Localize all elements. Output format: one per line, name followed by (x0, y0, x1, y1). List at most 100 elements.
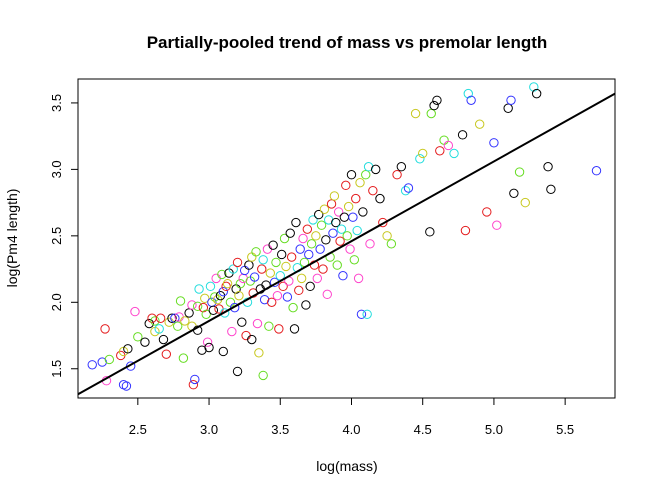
data-point (466, 95, 476, 105)
data-point (194, 284, 204, 294)
data-point (403, 183, 414, 193)
data-point (316, 220, 327, 230)
data-point (392, 170, 402, 180)
data-point (279, 233, 290, 244)
data-point (503, 103, 513, 113)
data-point (418, 148, 428, 159)
data-point (435, 146, 445, 156)
data-point (190, 374, 200, 385)
data-point (252, 318, 263, 329)
data-point (351, 193, 361, 204)
trend-line (77, 92, 616, 396)
data-point (254, 348, 264, 358)
data-point (200, 293, 210, 304)
data-point (265, 268, 275, 278)
data-point (302, 224, 313, 234)
data-point (410, 108, 421, 119)
data-point (247, 252, 257, 262)
data-point (210, 292, 220, 302)
data-point (543, 162, 553, 172)
data-point (332, 260, 342, 270)
y-tick-label: 2.5 (49, 227, 64, 245)
data-point (272, 290, 283, 301)
data-point (291, 217, 301, 228)
data-point (353, 273, 364, 284)
data-point (239, 265, 250, 276)
data-point (249, 272, 260, 282)
data-point (308, 215, 318, 225)
data-point (167, 313, 177, 323)
data-point (336, 224, 347, 234)
data-point (227, 326, 237, 337)
data-point (271, 257, 281, 268)
data-point (130, 306, 140, 317)
data-point (492, 220, 502, 230)
data-point (220, 308, 230, 318)
data-point (305, 281, 315, 292)
data-point (161, 349, 172, 359)
x-tick-label: 5.0 (485, 422, 503, 437)
data-point (346, 170, 357, 180)
data-point (180, 316, 190, 326)
chart-title: Partially-pooled trend of mass vs premol… (147, 33, 548, 52)
y-axis-title: log(Pm4 length) (4, 189, 20, 288)
data-point (352, 225, 362, 236)
data-point (225, 297, 236, 307)
data-point (274, 324, 284, 334)
data-point (355, 177, 365, 188)
data-point (319, 204, 330, 214)
data-point (474, 119, 485, 129)
data-point (304, 249, 314, 260)
x-tick-label: 3.5 (271, 422, 289, 437)
data-point (276, 249, 287, 260)
x-tick-label: 4.5 (414, 422, 432, 437)
data-point (295, 244, 305, 254)
data-point (345, 244, 355, 254)
data-point (339, 212, 350, 222)
data-point (378, 217, 388, 228)
data-point (331, 217, 341, 228)
data-point (178, 353, 189, 363)
data-point (443, 140, 454, 151)
data-point (294, 285, 304, 296)
data-point (432, 95, 442, 105)
x-tick-label: 2.5 (129, 422, 147, 437)
data-point (415, 154, 425, 164)
data-points (87, 82, 602, 391)
data-point (258, 370, 268, 381)
data-point (175, 296, 186, 306)
data-point (426, 108, 436, 119)
data-point (322, 289, 332, 300)
data-point (188, 380, 199, 390)
data-point (335, 236, 345, 246)
data-point (232, 257, 243, 268)
data-point (104, 354, 115, 365)
data-point (400, 185, 411, 196)
data-point (531, 88, 542, 99)
y-tick-label: 2.0 (49, 293, 64, 311)
data-point (326, 199, 337, 209)
data-point (362, 309, 372, 319)
data-point (235, 278, 246, 289)
data-point (237, 317, 247, 327)
x-tick-label: 3.0 (200, 422, 218, 437)
data-point (333, 207, 344, 217)
data-point (262, 244, 273, 254)
data-point (170, 313, 180, 323)
data-point (314, 209, 324, 220)
data-point (311, 231, 321, 241)
data-point (121, 381, 132, 391)
data-point (201, 309, 211, 319)
data-point (482, 207, 492, 217)
data-point (268, 240, 278, 250)
data-point (218, 286, 228, 297)
data-point (298, 233, 308, 244)
data-point (150, 316, 160, 326)
data-point (429, 100, 439, 111)
data-point (140, 337, 150, 347)
data-point (234, 290, 244, 301)
data-point (100, 324, 110, 334)
data-point (133, 332, 143, 342)
data-point (358, 207, 368, 217)
data-point (222, 278, 233, 289)
